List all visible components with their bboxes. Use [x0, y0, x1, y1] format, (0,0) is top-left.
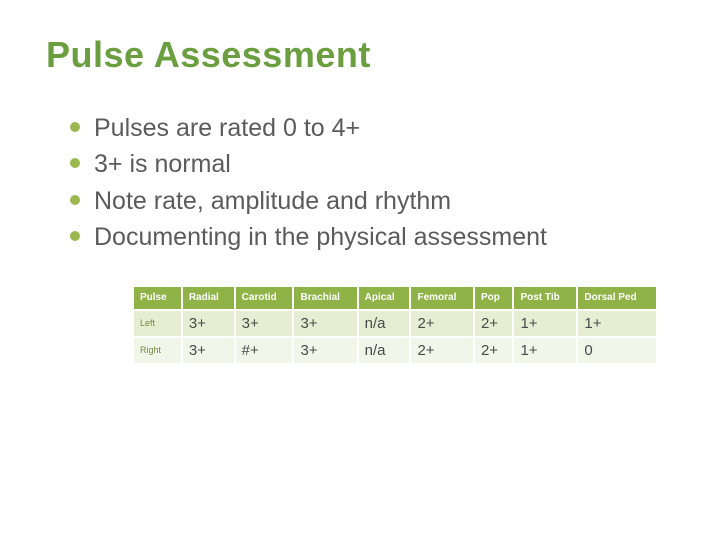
- col-header: Carotid: [235, 286, 294, 310]
- table-cell: 2+: [410, 310, 474, 337]
- table-cell: 3+: [293, 310, 357, 337]
- col-header: Radial: [182, 286, 235, 310]
- table-cell: 2+: [410, 337, 474, 364]
- bullet-item: Documenting in the physical assessment: [70, 219, 688, 255]
- table-cell: 1+: [513, 337, 577, 364]
- table-cell: 3+: [182, 337, 235, 364]
- bullet-item: 3+ is normal: [70, 146, 688, 182]
- col-header: Pop: [474, 286, 513, 310]
- table-cell: 0: [577, 337, 657, 364]
- slide: Pulse Assessment Pulses are rated 0 to 4…: [0, 0, 728, 385]
- col-header: Pulse: [133, 286, 182, 310]
- table-cell: 3+: [235, 310, 294, 337]
- table-row: Left 3+ 3+ 3+ n/a 2+ 2+ 1+ 1+: [133, 310, 657, 337]
- bullet-item: Pulses are rated 0 to 4+: [70, 110, 688, 146]
- table-row: Right 3+ #+ 3+ n/a 2+ 2+ 1+ 0: [133, 337, 657, 364]
- bullet-list: Pulses are rated 0 to 4+ 3+ is normal No…: [70, 110, 688, 255]
- row-label: Right: [133, 337, 182, 364]
- table-cell: 2+: [474, 310, 513, 337]
- table-cell: 2+: [474, 337, 513, 364]
- col-header: Femoral: [410, 286, 474, 310]
- table-cell: #+: [235, 337, 294, 364]
- table-cell: 3+: [293, 337, 357, 364]
- col-header: Dorsal Ped: [577, 286, 657, 310]
- pulse-table: Pulse Radial Carotid Brachial Apical Fem…: [132, 285, 658, 365]
- bullet-item: Note rate, amplitude and rhythm: [70, 183, 688, 219]
- table-cell: 1+: [577, 310, 657, 337]
- row-label: Left: [133, 310, 182, 337]
- table-cell: 3+: [182, 310, 235, 337]
- table-cell: n/a: [358, 310, 411, 337]
- table-cell: n/a: [358, 337, 411, 364]
- pulse-table-wrap: Pulse Radial Carotid Brachial Apical Fem…: [132, 285, 658, 365]
- col-header: Post Tib: [513, 286, 577, 310]
- col-header: Apical: [358, 286, 411, 310]
- table-header-row: Pulse Radial Carotid Brachial Apical Fem…: [133, 286, 657, 310]
- table-cell: 1+: [513, 310, 577, 337]
- col-header: Brachial: [293, 286, 357, 310]
- page-title: Pulse Assessment: [46, 34, 688, 76]
